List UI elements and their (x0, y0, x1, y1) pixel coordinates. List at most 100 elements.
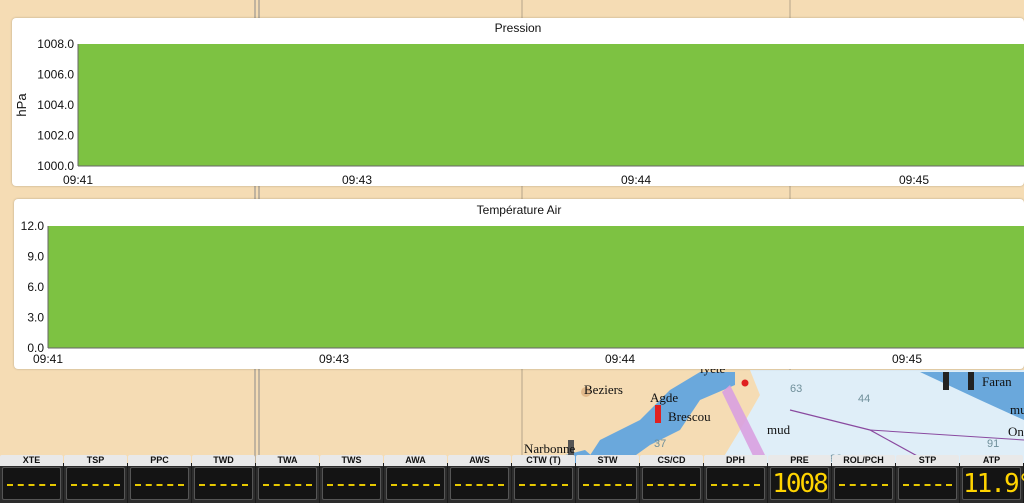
pressure-chart-panel[interactable]: Pression hPa 1000.0 1002.0 1004.0 1006.0 1008.… (12, 18, 1024, 186)
instrument-tsp[interactable]: TSP (64, 455, 127, 503)
no-data-indicator (455, 483, 504, 486)
instrument-label: AWS (448, 455, 511, 466)
x-tick-label: 09:44 (605, 352, 635, 366)
instrument-value: 1008 (772, 468, 829, 499)
no-data-indicator (711, 483, 760, 486)
map-label: mud (767, 422, 791, 437)
x-tick-label: 09:41 (33, 352, 63, 366)
instrument-label: DPH (704, 455, 767, 466)
y-tick-label: 9.0 (27, 250, 44, 264)
x-tick-label: 09:45 (892, 352, 922, 366)
instrument-display (386, 467, 445, 500)
instrument-label: STP (896, 455, 959, 466)
y-tick-label: 1006.0 (37, 68, 74, 82)
no-data-indicator (135, 483, 184, 486)
instrument-value: 11.9° (963, 468, 1024, 499)
instrument-display (642, 467, 701, 500)
instrument-label: XTE (0, 455, 63, 466)
instrument-dph[interactable]: DPH (704, 455, 767, 503)
depth-sounding: 91 (987, 438, 999, 450)
instrument-label: TSP (64, 455, 127, 466)
y-tick-label: 0.0 (27, 341, 44, 355)
instrument-label: CS/CD (640, 455, 703, 466)
instrument-cs-cd[interactable]: CS/CD (640, 455, 703, 503)
map-label: mu (1010, 402, 1024, 417)
instrument-display (514, 467, 573, 500)
instrument-label: AWA (384, 455, 447, 466)
no-data-indicator (199, 483, 248, 486)
y-tick-label: 1008.0 (37, 37, 74, 51)
depth-sounding: 63 (790, 383, 802, 395)
y-axis-label: hPa (14, 93, 29, 117)
instrument-aws[interactable]: AWS (448, 455, 511, 503)
instrument-display (322, 467, 381, 500)
instrument-label: STW (576, 455, 639, 466)
instrument-pre[interactable]: 1008 PRE (768, 455, 831, 503)
depth-sounding: 44 (858, 393, 870, 405)
x-tick-label: 09:44 (621, 173, 651, 186)
instrument-display (258, 467, 317, 500)
no-data-indicator (583, 483, 632, 486)
no-data-indicator (327, 483, 376, 486)
instrument-display (834, 467, 893, 500)
instrument-display (898, 467, 957, 500)
chart-title: Température Air (477, 203, 562, 217)
instrument-label: ATP (960, 455, 1023, 466)
x-tick-label: 09:41 (63, 173, 93, 186)
no-data-indicator (7, 483, 56, 486)
instrument-display (706, 467, 765, 500)
y-tick-label: 3.0 (27, 311, 44, 325)
instrument-label: PRE (768, 455, 831, 466)
instrument-display (130, 467, 189, 500)
instrument-atp[interactable]: 11.9° ATP (960, 455, 1024, 503)
no-data-indicator (839, 483, 888, 486)
data-area (48, 226, 1024, 348)
instrument-rol-pch[interactable]: ROL/PCH (832, 455, 895, 503)
no-data-indicator (903, 483, 952, 486)
no-data-indicator (391, 483, 440, 486)
instrument-tws[interactable]: TWS (320, 455, 383, 503)
instrument-label: PPC (128, 455, 191, 466)
instrument-label: TWD (192, 455, 255, 466)
no-data-indicator (71, 483, 120, 486)
map-label: Narbonne (524, 441, 575, 456)
instrument-display: 1008 (770, 467, 829, 500)
instrument-stw[interactable]: STW (576, 455, 639, 503)
y-tick-label: 1004.0 (37, 98, 74, 112)
map-label: On (1008, 424, 1024, 439)
map-label: Agde (650, 390, 678, 405)
y-tick-label: 1002.0 (37, 129, 74, 143)
y-tick-label: 1000.0 (37, 159, 74, 173)
instrument-display: 11.9° (962, 467, 1024, 500)
pressure-chart: Pression hPa 1000.0 1002.0 1004.0 1006.0 1008.… (14, 21, 1024, 186)
data-area (78, 44, 1024, 166)
instrument-label: TWS (320, 455, 383, 466)
chart-title: Pression (495, 21, 542, 35)
instrument-display (450, 467, 509, 500)
no-data-indicator (647, 483, 696, 486)
map-label: Brescou (668, 409, 711, 424)
instrument-display (194, 467, 253, 500)
depth-sounding: 37 (654, 438, 666, 450)
instrument-twa[interactable]: TWA (256, 455, 319, 503)
instrument-label: ROL/PCH (832, 455, 895, 466)
no-data-indicator (263, 483, 312, 486)
air-temperature-chart-panel[interactable]: Température Air 0.0 3.0 6.0 9.0 12.0 09:41 09:4… (14, 199, 1024, 369)
map-label: Faran (982, 374, 1012, 389)
instrument-dashboard: XTE TSP PPC TWD TWA TWS AWA AWS CTW (T) STW CS/CD D… (0, 455, 1024, 503)
x-tick-label: 09:43 (319, 352, 349, 366)
x-tick-label: 09:43 (342, 173, 372, 186)
y-tick-label: 12.0 (21, 219, 45, 233)
instrument-awa[interactable]: AWA (384, 455, 447, 503)
instrument-ctw-t[interactable]: CTW (T) (512, 455, 575, 503)
instrument-display (2, 467, 61, 500)
y-tick-label: 6.0 (27, 280, 44, 294)
map-label: Beziers (584, 382, 623, 397)
instrument-twd[interactable]: TWD (192, 455, 255, 503)
instrument-ppc[interactable]: PPC (128, 455, 191, 503)
instrument-label: TWA (256, 455, 319, 466)
instrument-label: CTW (T) (512, 455, 575, 466)
instrument-stp[interactable]: STP (896, 455, 959, 503)
air-temperature-chart: Température Air 0.0 3.0 6.0 9.0 12.0 09:41 09:4… (21, 203, 1024, 366)
instrument-xte[interactable]: XTE (0, 455, 63, 503)
